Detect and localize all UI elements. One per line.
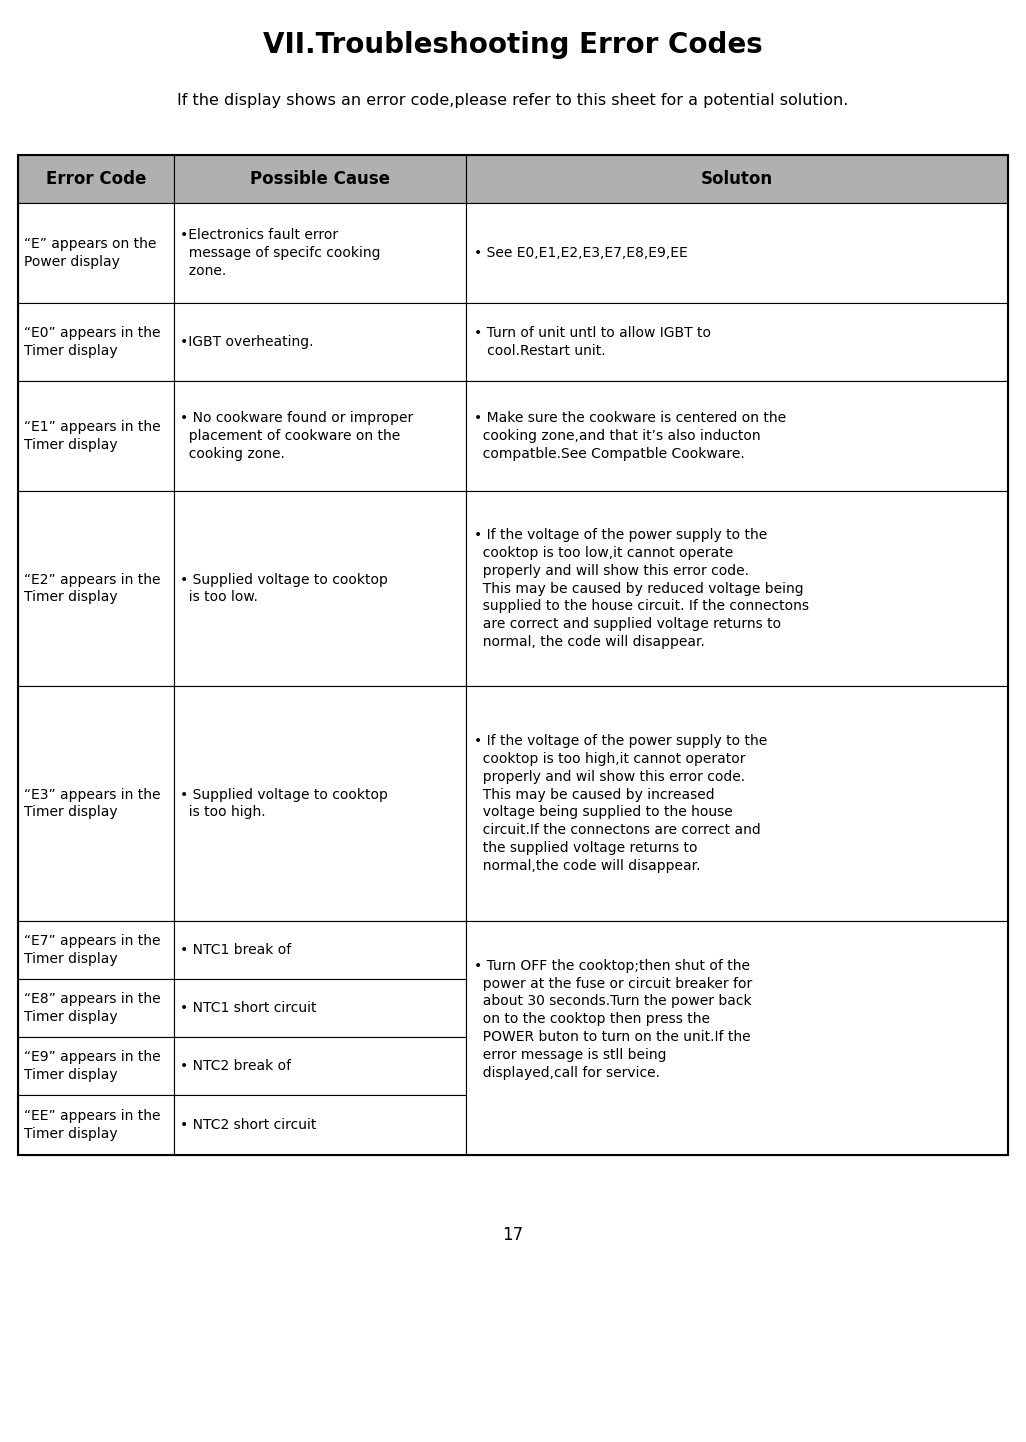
Text: •Electronics fault error
  message of specifc cooking
  zone.: •Electronics fault error message of spec… [181, 228, 381, 278]
Text: Possible Cause: Possible Cause [250, 170, 391, 187]
Text: “EE” appears in the
Timer display: “EE” appears in the Timer display [24, 1109, 160, 1141]
Text: • Supplied voltage to cooktop
  is too high.: • Supplied voltage to cooktop is too hig… [181, 787, 388, 819]
Bar [174, 1094, 467, 1155]
Text: • NTC2 break of: • NTC2 break of [181, 1058, 291, 1073]
Bar [18, 1037, 174, 1094]
Text: “E” appears on the
Power display: “E” appears on the Power display [24, 236, 156, 268]
Bar [467, 203, 1008, 303]
Text: Error Code: Error Code [46, 170, 147, 187]
Text: •IGBT overheating.: •IGBT overheating. [181, 335, 314, 349]
Bar [174, 381, 467, 490]
Bar [467, 686, 1008, 921]
Bar [467, 490, 1008, 686]
Bar [18, 381, 174, 490]
Bar [174, 203, 467, 303]
Bar [467, 381, 1008, 490]
Text: • NTC1 break of: • NTC1 break of [181, 943, 291, 957]
Text: • Turn of unit untl to allow IGBT to
   cool.Restart unit.: • Turn of unit untl to allow IGBT to coo… [474, 326, 711, 358]
Bar [18, 154, 174, 203]
Text: • Turn OFF the cooktop;then shut of the
  power at the fuse or circuit breaker f: • Turn OFF the cooktop;then shut of the … [474, 959, 753, 1080]
Bar [174, 303, 467, 381]
Bar [174, 921, 467, 979]
Bar [467, 303, 1008, 381]
Text: • NTC2 short circuit: • NTC2 short circuit [181, 1118, 317, 1132]
Bar [18, 921, 174, 979]
Bar [18, 1094, 174, 1155]
Bar [467, 921, 1008, 1155]
Bar [18, 203, 174, 303]
Bar [174, 1037, 467, 1094]
Text: • NTC1 short circuit: • NTC1 short circuit [181, 1001, 317, 1015]
Text: 17: 17 [503, 1226, 523, 1244]
Bar [18, 979, 174, 1037]
Bar [174, 154, 467, 203]
Text: • No cookware found or improper
  placement of cookware on the
  cooking zone.: • No cookware found or improper placemen… [181, 411, 413, 461]
Text: • Make sure the cookware is centered on the
  cooking zone,and that it’s also in: • Make sure the cookware is centered on … [474, 411, 787, 461]
Text: “E0” appears in the
Timer display: “E0” appears in the Timer display [24, 326, 160, 358]
Text: Soluton: Soluton [701, 170, 774, 187]
Text: • See E0,E1,E2,E3,E7,E8,E9,EE: • See E0,E1,E2,E3,E7,E8,E9,EE [474, 247, 688, 260]
Bar [174, 979, 467, 1037]
Text: • Supplied voltage to cooktop
  is too low.: • Supplied voltage to cooktop is too low… [181, 572, 388, 604]
Text: “E3” appears in the
Timer display: “E3” appears in the Timer display [24, 787, 160, 819]
Text: “E7” appears in the
Timer display: “E7” appears in the Timer display [24, 934, 160, 966]
Bar [18, 154, 1008, 1155]
Text: VII.Troubleshooting Error Codes: VII.Troubleshooting Error Codes [263, 30, 763, 59]
Bar [467, 154, 1008, 203]
Text: “E1” appears in the
Timer display: “E1” appears in the Timer display [24, 420, 161, 451]
Bar [18, 490, 174, 686]
Text: “E9” appears in the
Timer display: “E9” appears in the Timer display [24, 1050, 161, 1082]
Bar [174, 490, 467, 686]
Text: “E2” appears in the
Timer display: “E2” appears in the Timer display [24, 572, 160, 604]
Text: “E8” appears in the
Timer display: “E8” appears in the Timer display [24, 992, 161, 1024]
Text: • If the voltage of the power supply to the
  cooktop is too high,it cannot oper: • If the voltage of the power supply to … [474, 734, 767, 872]
Text: If the display shows an error code,please refer to this sheet for a potential so: If the display shows an error code,pleas… [177, 92, 849, 108]
Text: • If the voltage of the power supply to the
  cooktop is too low,it cannot opera: • If the voltage of the power supply to … [474, 528, 810, 649]
Bar [18, 686, 174, 921]
Bar [18, 303, 174, 381]
Bar [174, 686, 467, 921]
